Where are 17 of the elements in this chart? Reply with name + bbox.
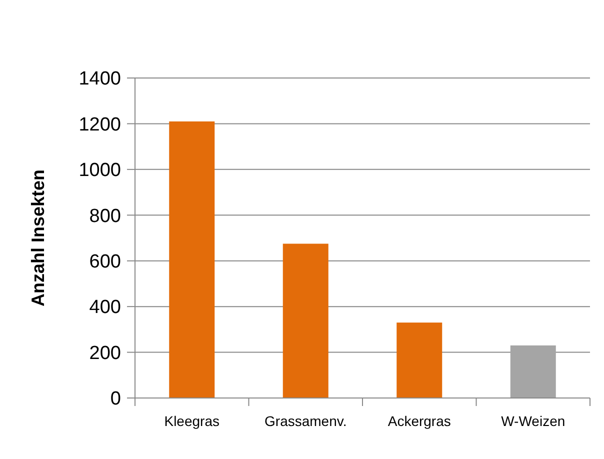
- bar: [396, 322, 442, 398]
- x-tick-label: Grassamenv.: [264, 413, 347, 429]
- y-tick-label: 1200: [78, 114, 121, 136]
- y-tick-label: 600: [89, 252, 121, 273]
- y-tick-label: 1400: [78, 68, 121, 90]
- y-tick-label: 1000: [78, 160, 121, 182]
- y-axis-title: Anzahl Insekten: [28, 169, 48, 307]
- y-tick-label: 0: [110, 388, 121, 410]
- x-tick-label: Ackergras: [388, 413, 451, 429]
- x-tick-label: Kleegras: [164, 413, 220, 429]
- bar: [169, 121, 215, 398]
- bar: [282, 244, 328, 398]
- y-tick-label: 800: [89, 206, 121, 227]
- y-tick-label: 400: [89, 297, 121, 318]
- x-tick-label: W-Weizen: [501, 413, 566, 429]
- y-tick-label: 200: [89, 342, 121, 364]
- bar: [510, 345, 556, 398]
